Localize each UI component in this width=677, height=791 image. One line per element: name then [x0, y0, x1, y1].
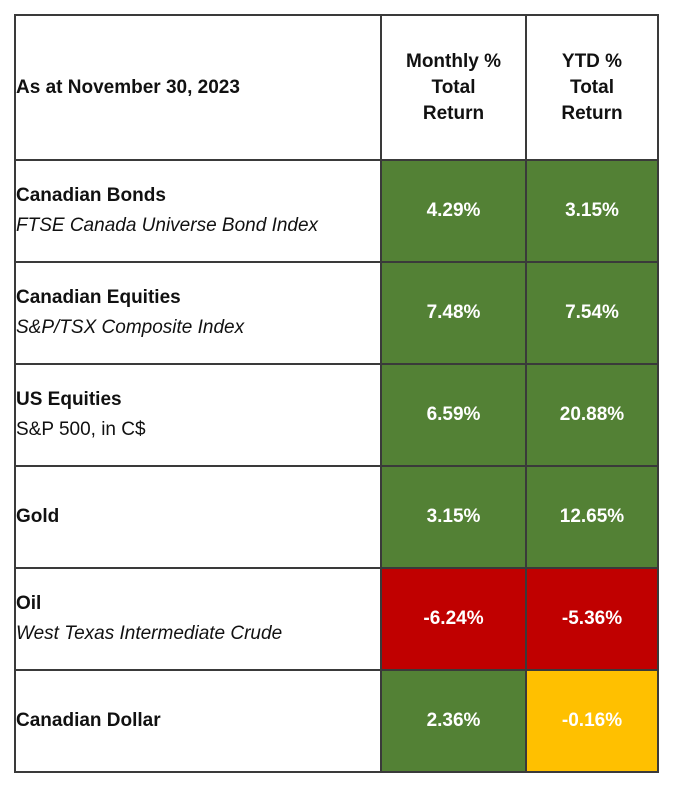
asset-name: Canadian Bonds — [16, 185, 166, 206]
monthly-return-value: 3.15% — [380, 465, 527, 569]
ytd-return-value: 12.65% — [525, 465, 659, 569]
asset-cell: Canadian Equities S&P/TSX Composite Index — [14, 261, 382, 365]
asset-index-name: S&P 500, in C$ — [16, 419, 146, 440]
monthly-header-line: Total — [431, 76, 476, 98]
table-row: Canadian Equities S&P/TSX Composite Index… — [14, 261, 659, 365]
asset-index-name: S&P/TSX Composite Index — [16, 317, 245, 338]
ytd-return-value: -0.16% — [525, 669, 659, 773]
table-row: Canadian Bonds FTSE Canada Universe Bond … — [14, 159, 659, 263]
asset-name: Canadian Dollar — [16, 710, 161, 731]
asset-cell: Gold — [14, 465, 382, 569]
ytd-return-value: 20.88% — [525, 363, 659, 467]
asset-name: Gold — [16, 506, 60, 527]
monthly-header-line: Return — [422, 102, 485, 124]
monthly-return-header: Monthly % Total Return — [380, 14, 527, 161]
asset-cell: Canadian Bonds FTSE Canada Universe Bond … — [14, 159, 382, 263]
ytd-header-line: Return — [561, 102, 623, 124]
ytd-return-header: YTD % Total Return — [525, 14, 659, 161]
ytd-return-value: -5.36% — [525, 567, 659, 671]
table-row: Oil West Texas Intermediate Crude -6.24% -5… — [14, 567, 659, 671]
asset-cell: Oil West Texas Intermediate Crude — [14, 567, 382, 671]
monthly-return-value: 4.29% — [380, 159, 527, 263]
asset-index-name: West Texas Intermediate Crude — [16, 623, 283, 644]
ytd-return-value: 3.15% — [525, 159, 659, 263]
table-row: US Equities S&P 500, in C$ 6.59% 20.88% — [14, 363, 659, 467]
monthly-header-line: Monthly % — [406, 50, 501, 72]
asset-index-name: FTSE Canada Universe Bond Index — [16, 215, 319, 236]
as-at-date-header: As at November 30, 2023 — [14, 14, 382, 161]
asset-name: Canadian Equities — [16, 287, 181, 308]
table-row: Canadian Dollar 2.36% -0.16% — [14, 669, 659, 773]
returns-body: Canadian Bonds FTSE Canada Universe Bond … — [14, 159, 659, 773]
monthly-return-value: 2.36% — [380, 669, 527, 773]
header-row: As at November 30, 2023 Monthly % Total … — [14, 14, 659, 161]
monthly-return-value: 6.59% — [380, 363, 527, 467]
ytd-header-line: YTD % — [561, 50, 623, 72]
monthly-return-value: 7.48% — [380, 261, 527, 365]
monthly-return-value: -6.24% — [380, 567, 527, 671]
asset-cell: US Equities S&P 500, in C$ — [14, 363, 382, 467]
asset-cell: Canadian Dollar — [14, 669, 382, 773]
returns-table: As at November 30, 2023 Monthly % Total … — [14, 14, 659, 773]
ytd-header-line: Total — [570, 76, 614, 98]
asset-name: Oil — [16, 593, 42, 614]
table-row: Gold 3.15% 12.65% — [14, 465, 659, 569]
ytd-return-value: 7.54% — [525, 261, 659, 365]
asset-name: US Equities — [16, 389, 122, 410]
